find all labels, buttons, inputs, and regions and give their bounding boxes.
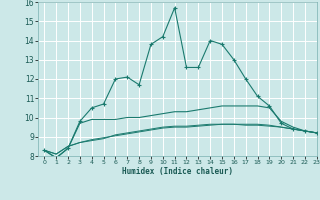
X-axis label: Humidex (Indice chaleur): Humidex (Indice chaleur)	[122, 167, 233, 176]
